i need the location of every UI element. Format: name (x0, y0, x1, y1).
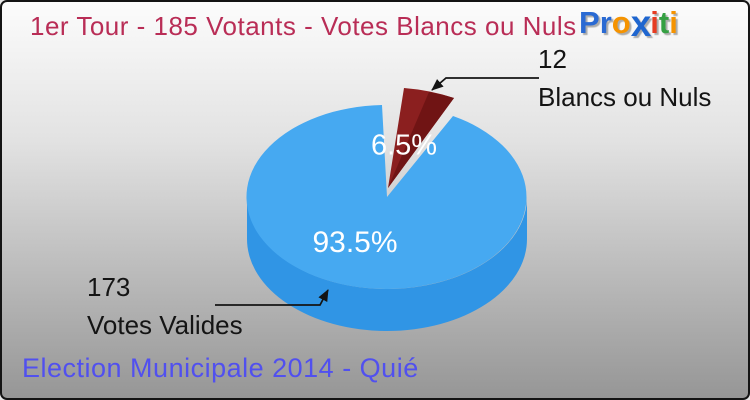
pie-slice-votes-valides-side (247, 197, 527, 331)
pie-slice-blancs-ou-nuls-shade (388, 92, 454, 188)
pie-label-valides-pct: 93.5% (312, 226, 398, 259)
logo-letter: o (611, 5, 631, 40)
election-subtitle: Election Municipale 2014 - Quié (22, 353, 419, 383)
callout-valides-value: 173 (87, 272, 131, 302)
pie-slice-votes-valides-top (246, 105, 527, 289)
logo-letter: P (579, 5, 600, 40)
callout-arrow-valides (215, 289, 329, 306)
logo-letter: r (599, 5, 612, 40)
pie-slice-votes-valides (246, 105, 527, 331)
pie-slice-blancs-ou-nuls (388, 88, 454, 188)
pie-label-blancs-pct: 6.5% (370, 129, 438, 162)
callout-valides: 173 Votes Valides (87, 268, 243, 344)
logo-letter: i (669, 5, 678, 40)
logo-letter: t (658, 5, 670, 40)
callout-blancs: 12 Blancs ou Nuls (538, 40, 711, 116)
chart-title: 1er Tour - 185 Votants - Votes Blancs ou… (30, 11, 577, 41)
callout-blancs-label: Blancs ou Nuls (538, 82, 712, 112)
logo-x-icon: x (630, 3, 652, 44)
callout-valides-label: Votes Valides (87, 310, 243, 340)
callout-blancs-value: 12 (538, 44, 567, 74)
callout-arrow-blancs (431, 77, 539, 91)
proxiti-logo[interactable]: Proxiti (579, 3, 678, 44)
logo-letter: i (650, 5, 659, 40)
